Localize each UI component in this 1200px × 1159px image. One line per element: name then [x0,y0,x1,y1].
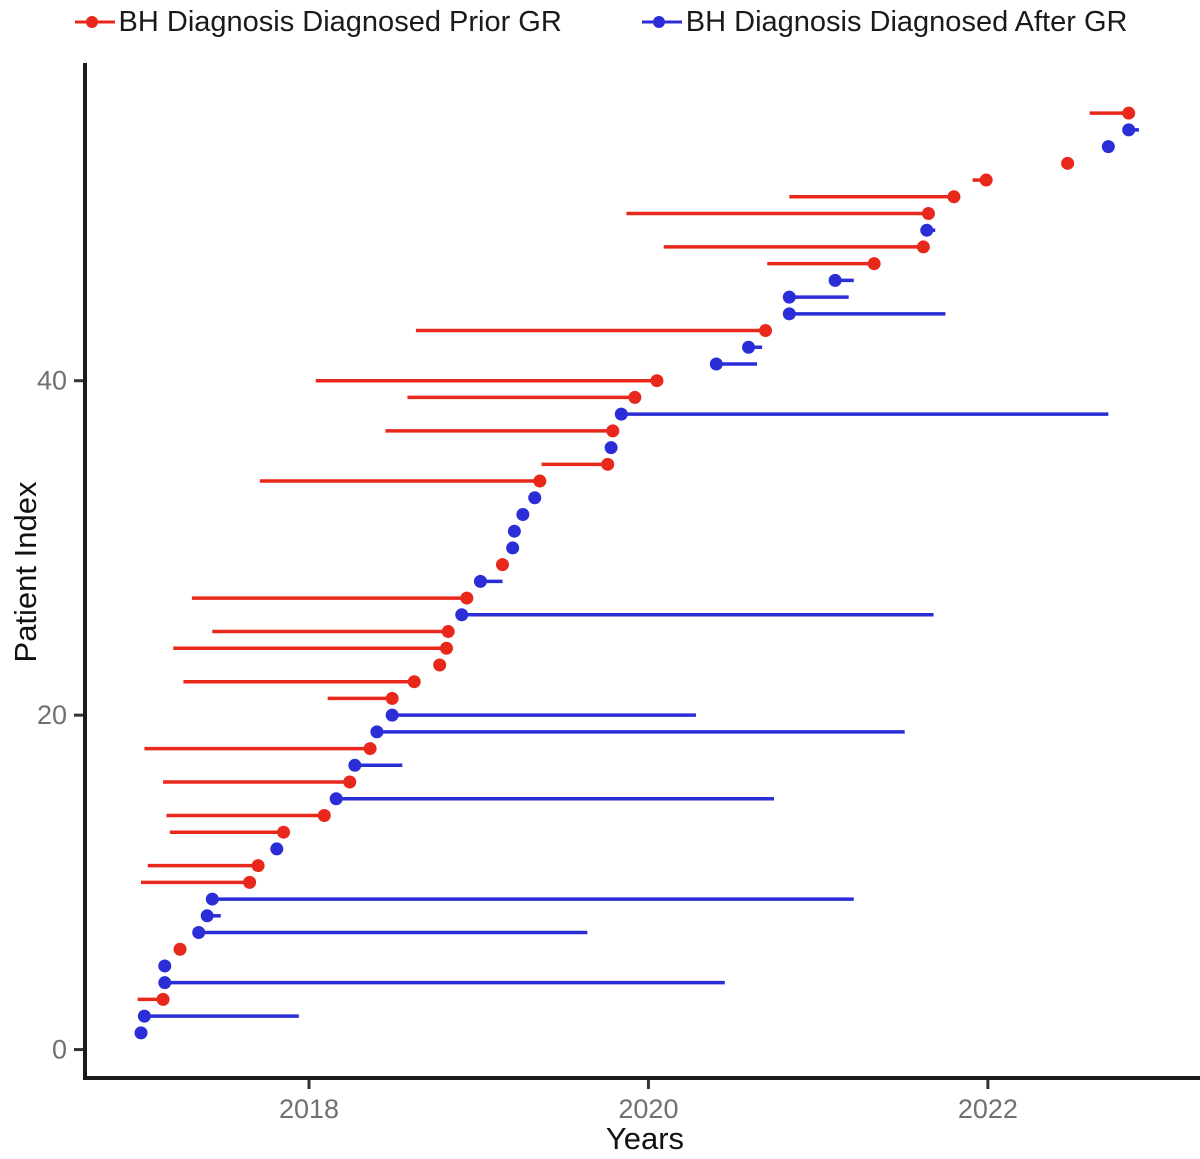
patient-7-gr-marker [192,926,206,940]
patient-24-gr-marker [439,641,453,655]
patient-33-gr-marker [528,491,542,505]
patient-16-gr-marker [343,775,357,789]
patient-51-gr-marker [947,190,961,204]
patient-5-gr-marker [158,959,172,973]
patient-34-gr-marker [533,474,547,488]
patient-43-gr-marker [759,324,773,338]
patient-8-gr-marker [200,909,214,923]
patient-14-gr-marker [317,808,331,822]
patient-11-gr-marker [251,859,265,873]
legend-item-prior-gr: BH Diagnosis Diagnosed Prior GR [73,6,562,39]
axes-layer: 2018 2020 2022 0 20 40 [37,63,1200,1124]
patient-17-gr-marker [348,758,362,772]
patient-21-gr-marker [385,691,399,705]
patient-22-gr-marker [407,675,421,689]
patient-47-gr-marker [867,257,881,271]
patient-48-gr-marker [916,240,930,254]
patient-56-gr-marker [1122,106,1136,120]
patient-38-gr-marker [614,407,628,421]
patient-44-gr-marker [782,307,796,321]
patient-19-gr-marker [370,725,384,739]
prior-gr-lollipop-icon [74,16,115,28]
patient-28-gr-marker [473,574,487,588]
patient-12-gr-marker [270,842,284,856]
legend-label-prior-gr: BH Diagnosis Diagnosed Prior GR [118,5,562,38]
patient-46-gr-marker [828,273,842,287]
patient-13-gr-marker [277,825,291,839]
patient-37-gr-marker [606,424,620,438]
patient-23-gr-marker [433,658,447,672]
patient-35-gr-marker [601,457,615,471]
x-tick-label: 2018 [279,1094,339,1124]
patient-10-gr-marker [243,875,257,889]
patient-25-gr-marker [441,625,455,639]
x-tick-label: 2020 [618,1094,678,1124]
patient-53-gr-marker [1061,156,1075,170]
patient-2-gr-marker [137,1009,151,1023]
patient-18-gr-marker [363,742,377,756]
patient-15-gr-marker [329,792,343,806]
patient-6-gr-marker [173,942,187,956]
patient-40-gr-marker [650,374,664,388]
patient-36-gr-marker [604,441,618,455]
y-tick-label: 0 [52,1035,67,1065]
patient-30-gr-marker [506,541,520,555]
y-tick-label: 20 [37,700,67,730]
legend-label-after-gr: BH Diagnosis Diagnosed After GR [685,5,1128,38]
patient-4-gr-marker [158,976,172,990]
x-tick-label: 2022 [958,1094,1018,1124]
patient-42-gr-marker [742,340,756,354]
patient-20-gr-marker [385,708,399,722]
patient-1-gr-marker [134,1026,148,1040]
patient-marks-layer [134,106,1139,1040]
patient-45-gr-marker [782,290,796,304]
patient-29-gr-marker [495,558,509,572]
x-axis-title: Years [606,1121,684,1156]
patient-41-gr-marker [709,357,723,371]
legend-item-after-gr: BH Diagnosis Diagnosed After GR [640,5,1128,39]
patient-39-gr-marker [628,390,642,404]
y-tick-label: 40 [37,366,67,396]
y-axis-title: Patient Index [8,481,43,662]
patient-50-gr-marker [921,206,935,220]
patient-55-gr-marker [1122,123,1136,137]
patient-54-gr-marker [1101,140,1115,154]
patient-26-gr-marker [455,608,469,622]
patient-31-gr-marker [507,524,521,538]
patient-32-gr-marker [516,507,530,521]
patient-52-gr-marker [979,173,993,187]
patient-3-gr-marker [156,992,170,1006]
patient-49-gr-marker [920,223,934,237]
patient-9-gr-marker [205,892,219,906]
after-gr-lollipop-icon [641,16,682,28]
chart-legend: BH Diagnosis Diagnosed Prior GR BH Diagn… [0,0,1200,44]
patient-27-gr-marker [460,591,474,605]
